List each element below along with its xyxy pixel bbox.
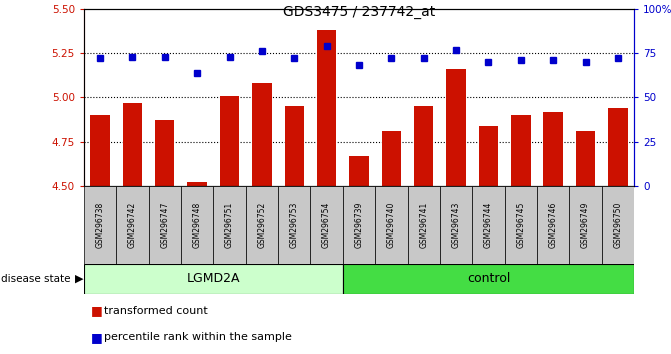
Bar (84, 186, 116, 264)
Text: GSM296754: GSM296754 (322, 201, 331, 248)
Bar (246, 186, 278, 264)
Bar (472, 186, 505, 264)
Bar (407, 186, 440, 264)
Bar (220, 96, 240, 186)
Text: GSM296745: GSM296745 (516, 201, 525, 248)
Text: GSM296742: GSM296742 (128, 202, 137, 248)
Bar (602, 186, 634, 264)
Bar (350, 156, 368, 186)
Bar (570, 186, 602, 264)
Bar (181, 186, 213, 264)
Text: disease state: disease state (1, 274, 71, 284)
Text: GDS3475 / 237742_at: GDS3475 / 237742_at (283, 5, 435, 19)
Bar (123, 103, 142, 186)
Text: GSM296751: GSM296751 (225, 202, 234, 248)
Text: GSM296744: GSM296744 (484, 201, 493, 248)
Text: GSM296748: GSM296748 (193, 202, 202, 248)
Bar (84, 264, 343, 294)
Bar (414, 106, 433, 186)
Bar (148, 186, 181, 264)
Text: GSM296743: GSM296743 (452, 201, 460, 248)
Bar (446, 69, 466, 186)
Text: transformed count: transformed count (104, 306, 208, 316)
Text: percentile rank within the sample: percentile rank within the sample (104, 332, 292, 342)
Bar (375, 186, 407, 264)
Bar (285, 106, 304, 186)
Text: ■: ■ (91, 331, 103, 344)
Text: GSM296747: GSM296747 (160, 201, 169, 248)
Bar (608, 108, 627, 186)
Bar (440, 186, 472, 264)
Text: GSM296752: GSM296752 (258, 202, 266, 248)
Text: GSM296746: GSM296746 (549, 201, 558, 248)
Bar (343, 186, 375, 264)
Bar (317, 30, 336, 186)
Text: control: control (467, 272, 510, 285)
Bar (91, 115, 110, 186)
Bar (544, 112, 563, 186)
Bar (213, 186, 246, 264)
Bar (278, 186, 311, 264)
Text: GSM296741: GSM296741 (419, 202, 428, 248)
Bar (537, 186, 570, 264)
Bar (478, 126, 498, 186)
Bar (116, 186, 148, 264)
Bar (155, 120, 174, 186)
Text: GSM296740: GSM296740 (387, 201, 396, 248)
Bar (343, 264, 634, 294)
Text: GSM296749: GSM296749 (581, 201, 590, 248)
Bar (311, 186, 343, 264)
Text: GSM296739: GSM296739 (354, 201, 364, 248)
Text: ■: ■ (91, 304, 103, 317)
Text: GSM296753: GSM296753 (290, 201, 299, 248)
Bar (511, 115, 531, 186)
Bar (505, 186, 537, 264)
Bar (382, 131, 401, 186)
Text: ▶: ▶ (75, 274, 83, 284)
Bar (252, 83, 272, 186)
Text: GSM296738: GSM296738 (95, 202, 105, 248)
Text: LGMD2A: LGMD2A (187, 272, 240, 285)
Bar (187, 182, 207, 186)
Text: GSM296750: GSM296750 (613, 201, 623, 248)
Bar (576, 131, 595, 186)
